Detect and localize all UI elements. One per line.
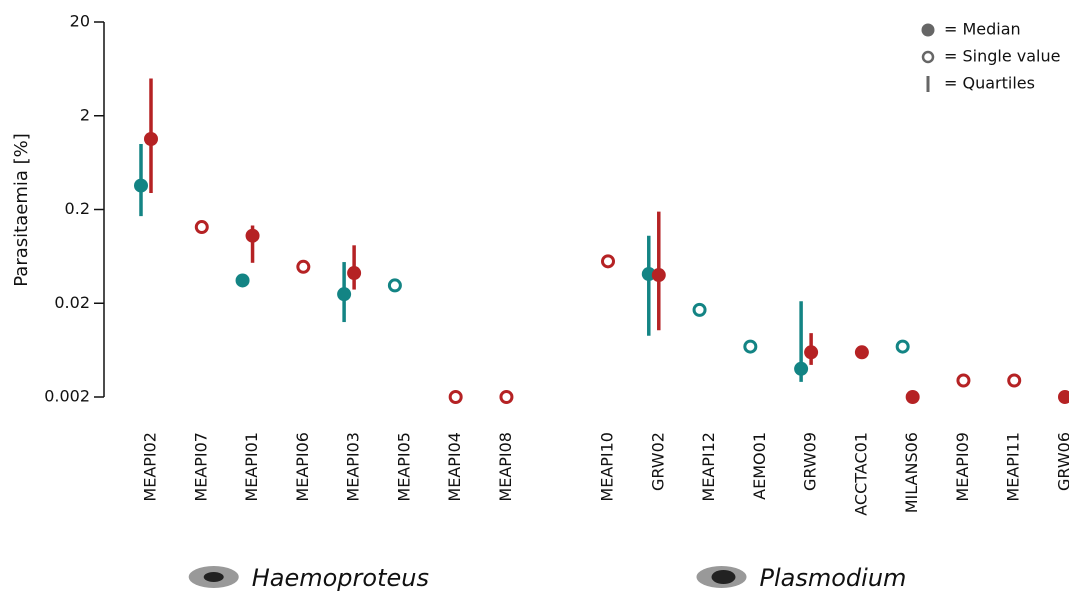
single-point: [1009, 375, 1020, 386]
median-point: [855, 345, 869, 359]
median-point: [906, 390, 920, 404]
legend-label: = Quartiles: [944, 74, 1035, 93]
x-tick-label: MEAPI01: [242, 432, 261, 502]
single-point: [501, 392, 512, 403]
chart: Parasitaemia [%] 0.002 0.02 0.2 2 20 MEAPI02 M…: [0, 0, 1069, 591]
x-tick-label: MEAPI08: [496, 432, 515, 502]
legend-median-icon: [922, 24, 935, 37]
single-point: [389, 280, 400, 291]
median-point: [347, 266, 361, 280]
x-tick-label: MEAPI12: [699, 432, 718, 502]
single-point: [298, 261, 309, 272]
median-point: [236, 273, 250, 287]
y-tick-label: 0.2: [65, 199, 90, 218]
x-tick-label: MEAPI09: [953, 432, 972, 502]
median-point: [144, 132, 158, 146]
x-tick-label: MEAPI05: [394, 432, 413, 502]
x-tick-label: GRW02: [648, 432, 667, 491]
median-point: [804, 345, 818, 359]
legend-label: = Single value: [944, 47, 1060, 66]
x-tick-label: MEAPI07: [191, 432, 210, 502]
y-tick-label: 0.02: [54, 293, 90, 312]
x-tick-label: MEAPI10: [598, 432, 617, 502]
single-point: [745, 341, 756, 352]
median-point: [652, 268, 666, 282]
x-tick-label: MEAPI11: [1004, 432, 1023, 502]
single-point: [694, 304, 705, 315]
x-tick-label: MEAPI03: [344, 432, 363, 502]
group-icon-core: [712, 570, 736, 584]
single-point: [603, 256, 614, 267]
group-label: Haemoproteus: [252, 564, 429, 591]
median-point: [1058, 390, 1069, 404]
y-tick-label: 0.002: [44, 387, 90, 406]
legend-label: = Median: [944, 20, 1021, 39]
median-point: [337, 287, 351, 301]
x-tick-label: AEMO01: [750, 432, 769, 500]
group-icon-core: [204, 572, 224, 582]
x-tick-label: MEAPI02: [141, 432, 160, 502]
single-point: [196, 222, 207, 233]
y-axis-label: Parasitaemia [%]: [11, 133, 32, 286]
group-label: Plasmodium: [760, 564, 907, 591]
median-point: [246, 229, 260, 243]
x-tick-label: ACCTAC01: [851, 432, 870, 516]
y-tick-label: 20: [70, 12, 90, 31]
median-point: [794, 362, 808, 376]
x-tick-label: GRW06: [1055, 432, 1069, 491]
single-point: [450, 392, 461, 403]
x-tick-label: MEAPI04: [445, 432, 464, 502]
legend-single-icon: [923, 52, 933, 62]
single-point: [958, 375, 969, 386]
x-tick-label: MILANS06: [902, 432, 921, 513]
median-point: [134, 179, 148, 193]
single-point: [897, 341, 908, 352]
x-tick-label: MEAPI06: [293, 432, 312, 502]
y-tick-label: 2: [80, 105, 90, 124]
x-tick-label: GRW09: [801, 432, 820, 491]
